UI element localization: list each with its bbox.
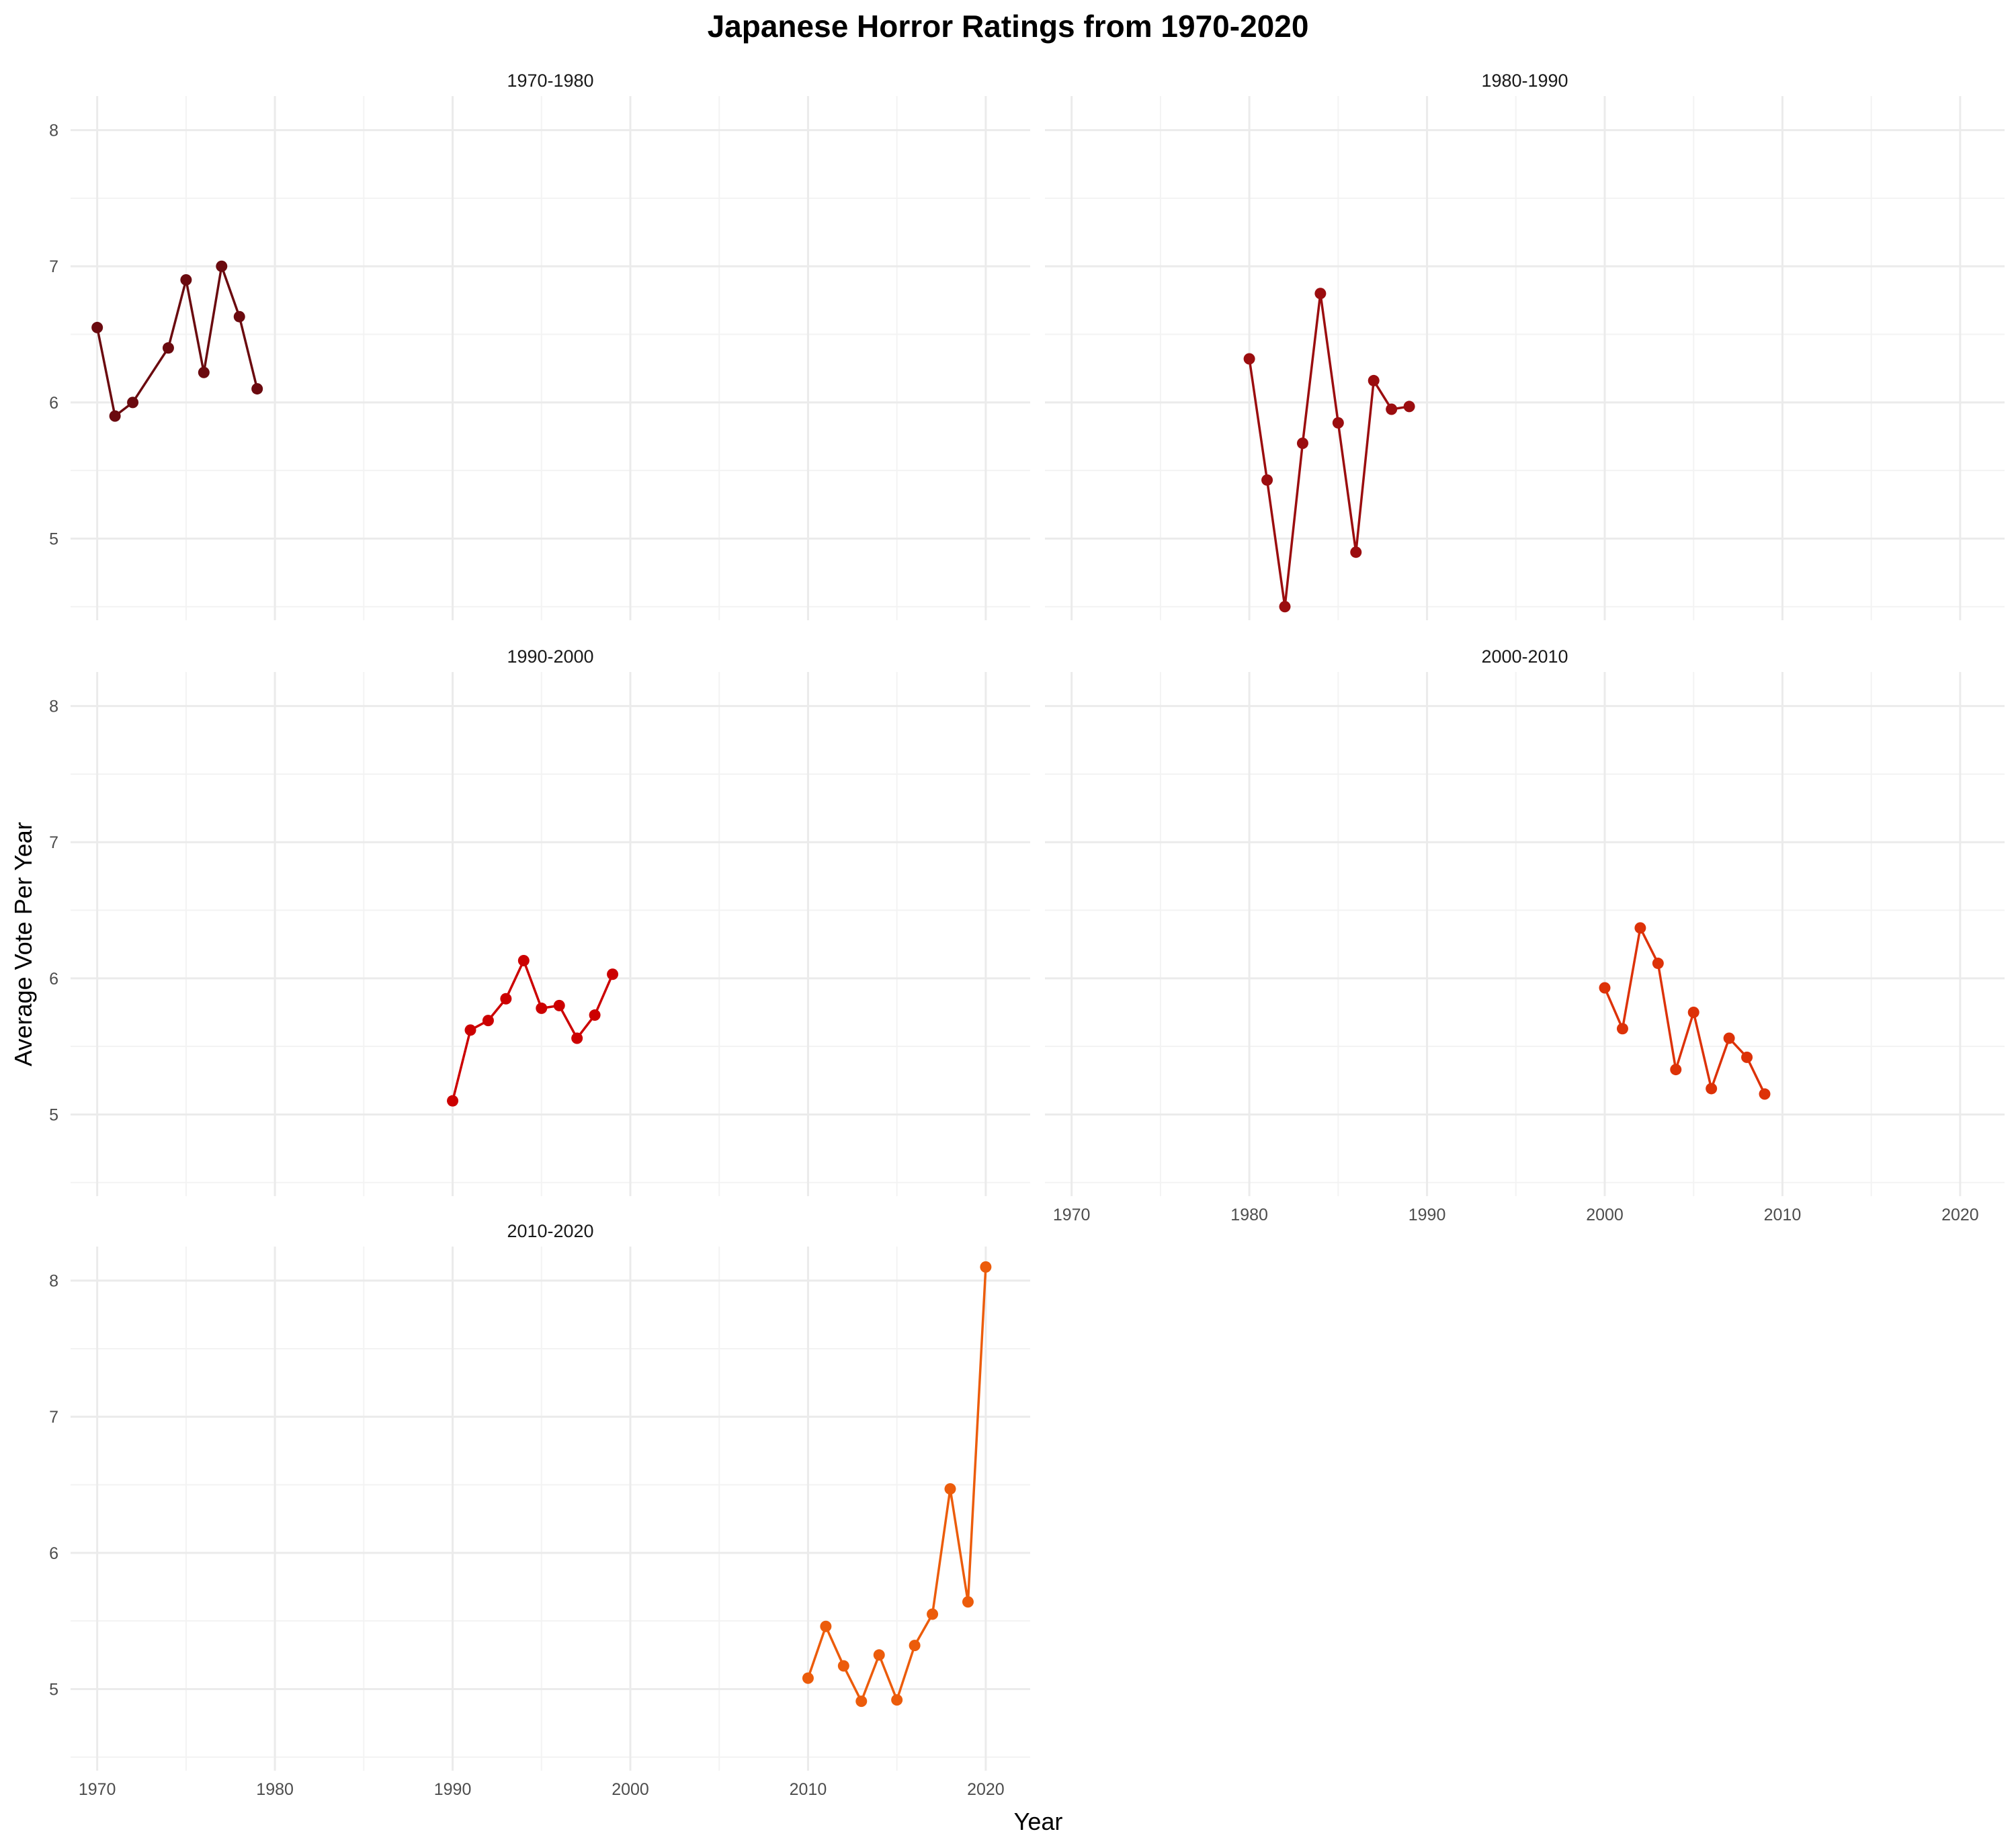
facet-panel: 1990-2000 5 6 7 8 [49,646,1030,1196]
data-point [464,1024,476,1036]
data-point [944,1483,956,1495]
facet-panel: 2010-2020 5 6 7 8 1970 1980 1990 2000 2010 2020 [49,1221,1030,1799]
data-point [571,1032,583,1044]
data-point [162,342,174,354]
facet-panels: 1970-1980 5 6 7 8 1980-1990 1990-2000 5 6 7 8 2000-… [49,71,2005,1799]
data-point [109,410,121,422]
x-tick-label: 2010 [1764,1206,1802,1224]
data-point [837,1660,849,1672]
data-point [1296,437,1308,450]
data-point [962,1596,974,1608]
y-tick-label: 6 [49,1544,58,1563]
data-point [216,260,228,272]
data-point [233,310,245,323]
data-point [500,993,512,1005]
y-tick-label: 5 [49,1680,58,1699]
data-point [1759,1088,1771,1100]
data-point [1599,982,1611,994]
data-point [980,1261,992,1273]
data-point [1741,1051,1753,1063]
data-point [517,955,530,967]
x-tick-label: 1990 [434,1780,472,1799]
data-point [1332,417,1344,429]
data-point [820,1620,832,1632]
data-point [1314,288,1327,300]
x-axis-title: Year [1014,1808,1063,1835]
data-point [1403,401,1415,413]
data-point [1687,1006,1699,1018]
data-point [1706,1083,1718,1095]
series-line [1603,927,1766,1095]
data-point [198,366,210,378]
data-point [1386,403,1398,415]
facet-strip-label: 2010-2020 [507,1221,593,1241]
y-tick-label: 5 [49,1105,58,1124]
x-tick-label: 2020 [967,1780,1005,1799]
data-point [927,1608,939,1620]
data-point [251,383,263,395]
data-point [1261,474,1273,486]
data-point [1723,1032,1735,1044]
y-axis-title: Average Vote Per Year [9,822,37,1066]
data-point [1616,1023,1628,1035]
data-point [1279,601,1291,613]
series-line [95,265,259,417]
data-point [909,1640,921,1652]
y-tick-label: 8 [49,698,58,716]
x-tick-label: 1990 [1409,1206,1446,1224]
y-tick-label: 7 [49,257,58,276]
facet-strip-label: 1980-1990 [1481,71,1568,91]
data-point [607,968,619,980]
data-point [589,1009,601,1021]
data-point [873,1649,885,1661]
facet-strip-label: 1970-1980 [507,71,593,91]
y-tick-label: 7 [49,833,58,852]
data-point [802,1672,814,1684]
chart-title: Japanese Horror Ratings from 1970-2020 [708,9,1309,44]
facet-panel: 2000-2010 1970 1980 1990 2000 2010 2020 [1045,646,2005,1224]
data-point [1368,374,1380,386]
data-point [180,274,192,286]
data-point [1634,922,1646,934]
x-tick-label: 2000 [1586,1206,1624,1224]
data-point [482,1015,494,1027]
facet-strip-label: 1990-2000 [507,646,593,667]
x-tick-label: 2010 [790,1780,827,1799]
data-point [91,321,103,333]
x-tick-label: 1970 [79,1780,116,1799]
facet-panel: 1970-1980 5 6 7 8 [49,71,1030,620]
y-tick-label: 8 [49,122,58,140]
data-point [447,1095,459,1107]
y-tick-label: 8 [49,1272,58,1291]
series-line [451,959,614,1101]
y-tick-label: 5 [49,530,58,548]
x-tick-label: 1980 [1230,1206,1268,1224]
data-point [1350,546,1362,558]
x-tick-label: 1970 [1053,1206,1091,1224]
data-point [855,1695,868,1708]
data-point [536,1002,548,1014]
y-tick-label: 6 [49,970,58,989]
data-point [1670,1064,1682,1076]
x-tick-label: 2020 [1941,1206,1979,1224]
data-point [1652,958,1664,970]
series-line [1248,292,1410,608]
y-tick-label: 7 [49,1408,58,1427]
data-point [891,1694,903,1706]
x-tick-label: 1980 [256,1780,294,1799]
facet-strip-label: 2000-2010 [1481,646,1568,667]
data-point [1243,353,1255,365]
data-point [127,396,139,409]
data-point [553,999,565,1011]
y-tick-label: 6 [49,394,58,413]
facet-panel: 1980-1990 [1045,71,2005,620]
x-tick-label: 2000 [612,1780,649,1799]
